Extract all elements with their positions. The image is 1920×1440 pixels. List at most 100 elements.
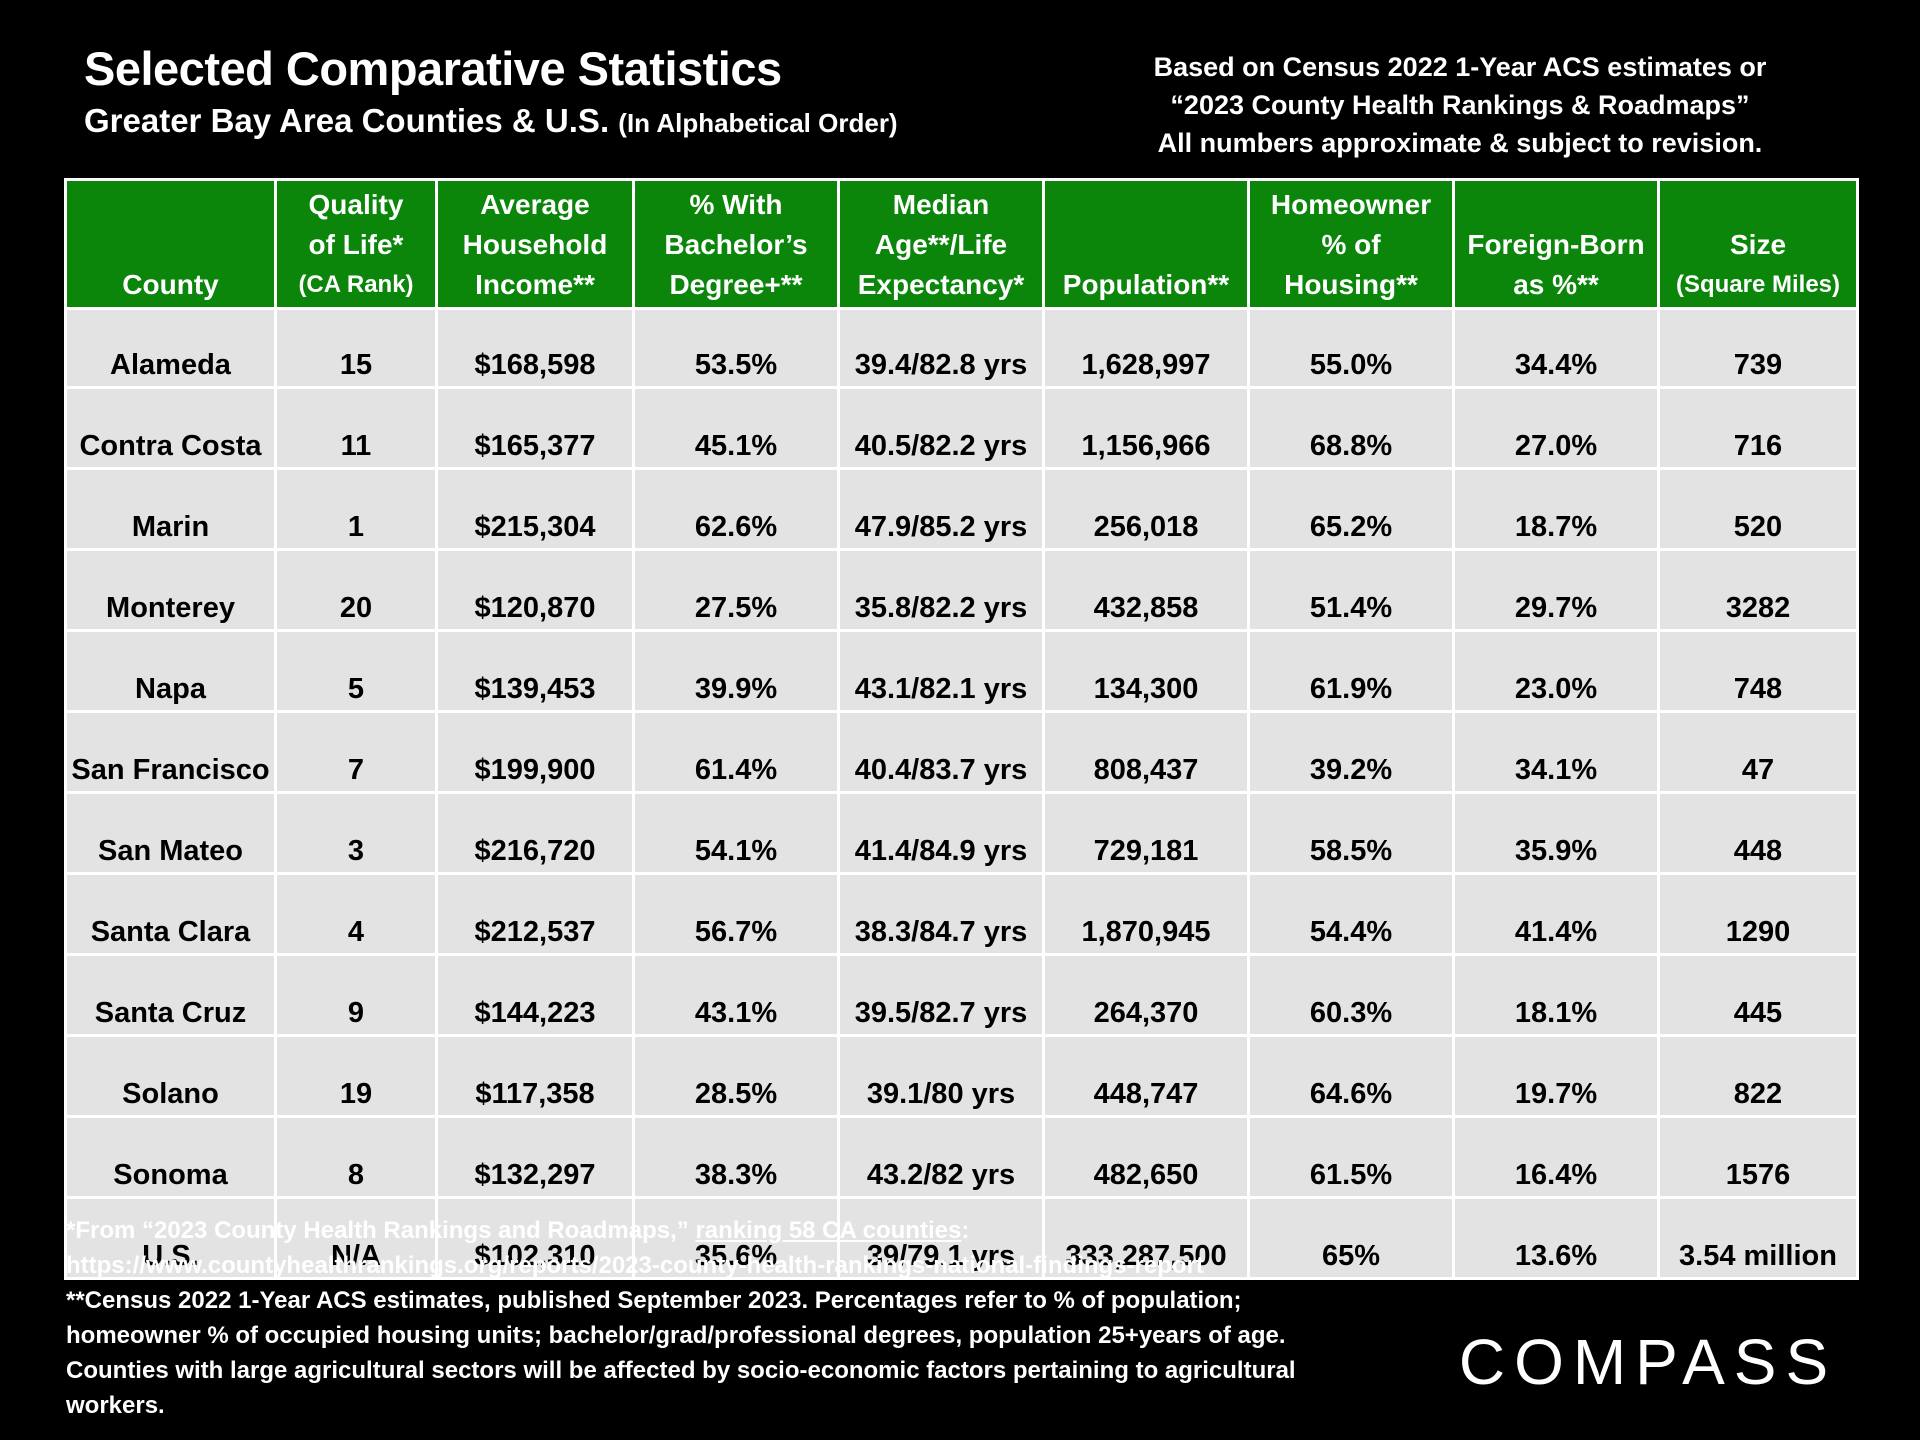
column-header: Foreign-Born as %** <box>1452 178 1659 310</box>
table-cell: 65% <box>1247 1196 1454 1280</box>
column-header-line: Foreign-Born <box>1467 229 1645 260</box>
column-header-line: Bachelor’s <box>664 229 808 260</box>
table-cell: 482,650 <box>1042 1115 1249 1198</box>
table-cell: 64.6% <box>1247 1034 1454 1117</box>
table-cell: 41.4/84.9 yrs <box>837 791 1044 874</box>
table-cell: 448,747 <box>1042 1034 1249 1117</box>
county-name-cell: Monterey <box>64 548 276 631</box>
table-cell: $165,377 <box>435 386 634 469</box>
table-row: Napa 5 $139,453 39.9% 43.1/82.1 yrs 134,300 61… <box>64 629 1859 712</box>
column-header-line: Housing** <box>1284 269 1418 300</box>
county-name-cell: San Francisco <box>64 710 276 793</box>
table-cell: 35.8/82.2 yrs <box>837 548 1044 631</box>
table-cell: 739 <box>1657 307 1859 388</box>
footnote-line: workers. <box>66 1392 165 1419</box>
title-block: Selected Comparative Statistics Greater … <box>84 42 898 140</box>
table-cell: 16.4% <box>1452 1115 1659 1198</box>
table-cell: 8 <box>274 1115 437 1198</box>
table-cell: 1,628,997 <box>1042 307 1249 388</box>
table-cell: 54.1% <box>632 791 839 874</box>
table-cell: 23.0% <box>1452 629 1659 712</box>
column-header-line: Degree+** <box>669 269 803 300</box>
table-cell: 256,018 <box>1042 467 1249 550</box>
footnote-line: Counties with large agricultural sectors… <box>66 1357 1296 1384</box>
footnote-line: **Census 2022 1-Year ACS estimates, publ… <box>66 1287 1242 1314</box>
column-header: Quality of Life* (CA Rank) <box>274 178 437 310</box>
table-cell: $212,537 <box>435 872 634 955</box>
table-cell: 39.9% <box>632 629 839 712</box>
table-cell: 55.0% <box>1247 307 1454 388</box>
table-cell: 432,858 <box>1042 548 1249 631</box>
table-cell: 27.0% <box>1452 386 1659 469</box>
table-cell: 3282 <box>1657 548 1859 631</box>
table-cell: 61.9% <box>1247 629 1454 712</box>
column-header-line: Population** <box>1062 269 1230 300</box>
table-cell: 39.4/82.8 yrs <box>837 307 1044 388</box>
county-name-cell: Sonoma <box>64 1115 276 1198</box>
table-cell: 3 <box>274 791 437 874</box>
table-cell: 39.1/80 yrs <box>837 1034 1044 1117</box>
table-cell: 20 <box>274 548 437 631</box>
table-cell: 62.6% <box>632 467 839 550</box>
source-line: All numbers approximate & subject to rev… <box>1157 128 1763 158</box>
column-header-line: Homeowner <box>1270 189 1432 220</box>
table-cell: $102,310 <box>435 1196 634 1280</box>
table-cell: 61.5% <box>1247 1115 1454 1198</box>
county-name-cell: Contra Costa <box>64 386 276 469</box>
table-row: Santa Clara 4 $212,537 56.7% 38.3/84.7 yrs 1,… <box>64 872 1859 955</box>
table-cell: $120,870 <box>435 548 634 631</box>
table-cell: 68.8% <box>1247 386 1454 469</box>
table-cell: 3.54 million <box>1657 1196 1859 1280</box>
footnote-text: *From “2023 County Health Rankings and R… <box>66 1217 696 1244</box>
county-name-cell: U.S. <box>64 1196 276 1280</box>
footnote-line: homeowner % of occupied housing units; b… <box>66 1322 1286 1349</box>
table-cell: 45.1% <box>632 386 839 469</box>
table-cell: 1,156,966 <box>1042 386 1249 469</box>
table-cell: 43.1/82.1 yrs <box>837 629 1044 712</box>
column-header-unit: (Square Miles) <box>1675 271 1841 298</box>
column-header-line: Income** <box>475 269 595 300</box>
table-cell: 38.3/84.7 yrs <box>837 872 1044 955</box>
column-header: % With Bachelor’s Degree+** <box>632 178 839 310</box>
table-cell: 333,287,500 <box>1042 1196 1249 1280</box>
table-row: Solano 19 $117,358 28.5% 39.1/80 yrs 448,747 6… <box>64 1034 1859 1117</box>
table-row: U.S. N/A $102,310 35.6% 39/79.1 yrs 333,287,5… <box>64 1196 1859 1280</box>
footnote-link[interactable]: ranking 58 CA counties <box>695 1217 962 1244</box>
column-header: Average Household Income** <box>435 178 634 310</box>
table-cell: 18.1% <box>1452 953 1659 1036</box>
table-cell: 748 <box>1657 629 1859 712</box>
table-row: Contra Costa 11 $165,377 45.1% 40.5/82.2 yrs… <box>64 386 1859 469</box>
table-cell: 19.7% <box>1452 1034 1659 1117</box>
table-cell: 58.5% <box>1247 791 1454 874</box>
table-body: Alameda 15 $168,598 53.5% 39.4/82.8 yrs 1,628… <box>64 307 1859 1280</box>
table-cell: 7 <box>274 710 437 793</box>
county-name-cell: Alameda <box>64 307 276 388</box>
table-cell: 65.2% <box>1247 467 1454 550</box>
column-header-line: Age**/Life <box>874 229 1008 260</box>
table-cell: 1,870,945 <box>1042 872 1249 955</box>
column-header-line: County <box>122 269 219 300</box>
table-cell: 448 <box>1657 791 1859 874</box>
table-cell: $144,223 <box>435 953 634 1036</box>
table-cell: 35.9% <box>1452 791 1659 874</box>
source-note: Based on Census 2022 1-Year ACS estimate… <box>1080 48 1840 162</box>
table-cell: 1290 <box>1657 872 1859 955</box>
table-cell: 13.6% <box>1452 1196 1659 1280</box>
table-cell: 18.7% <box>1452 467 1659 550</box>
table-cell: 1 <box>274 467 437 550</box>
table-cell: 60.3% <box>1247 953 1454 1036</box>
table-cell: 822 <box>1657 1034 1859 1117</box>
table-cell: 15 <box>274 307 437 388</box>
column-header: Homeowner % of Housing** <box>1247 178 1454 310</box>
column-header-line: Median <box>892 189 990 220</box>
column-header-line: as %** <box>1513 269 1599 300</box>
table-cell: $215,304 <box>435 467 634 550</box>
table-cell: $199,900 <box>435 710 634 793</box>
table-row: Alameda 15 $168,598 53.5% 39.4/82.8 yrs 1,628… <box>64 307 1859 388</box>
table-cell: 43.1% <box>632 953 839 1036</box>
table-cell: 9 <box>274 953 437 1036</box>
column-header-line: % of <box>1321 229 1381 260</box>
subtitle-note: (In Alphabetical Order) <box>618 108 898 139</box>
county-name-cell: Santa Cruz <box>64 953 276 1036</box>
table-cell: 47.9/85.2 yrs <box>837 467 1044 550</box>
